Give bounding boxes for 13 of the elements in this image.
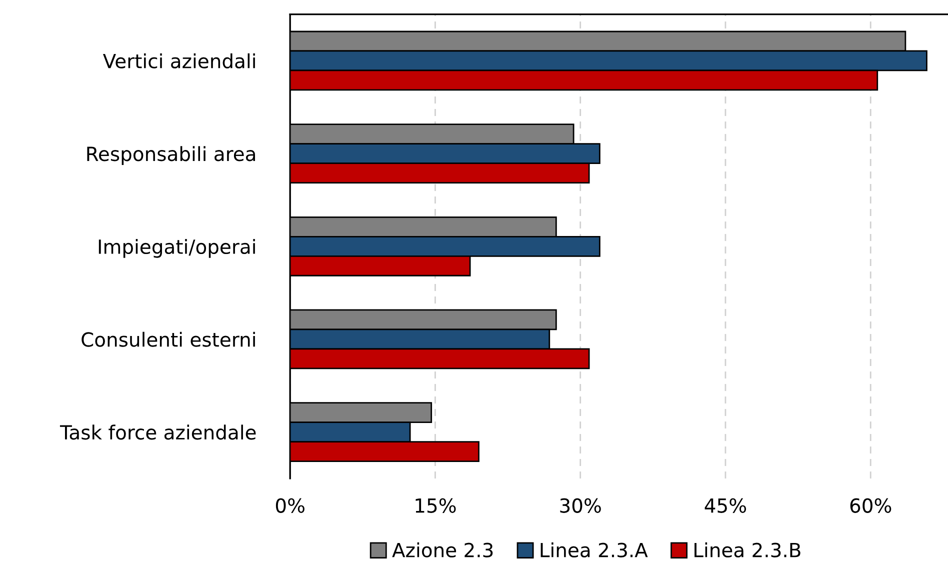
x-tick-label: 30% [560,498,601,513]
x-tick-label: 0% [276,498,304,513]
y-tick-label: Task force aziendale [60,424,256,440]
y-tick-label: Responsabili area [87,146,255,165]
y-tick-label: Consulenti esterni [82,332,255,347]
y-tick-label: Impiegati/operai [98,239,255,258]
y-tick-label: Vertici aziendali [102,53,255,68]
x-tick-label: 45% [704,498,746,513]
legend-label: Azione 2.3 [392,542,493,558]
legend-label: Linea 2.3.B [694,542,800,558]
x-tick-label: 60% [850,498,892,513]
legend-label: Linea 2.3.A [540,542,648,558]
x-tick-label: 15% [416,498,456,513]
